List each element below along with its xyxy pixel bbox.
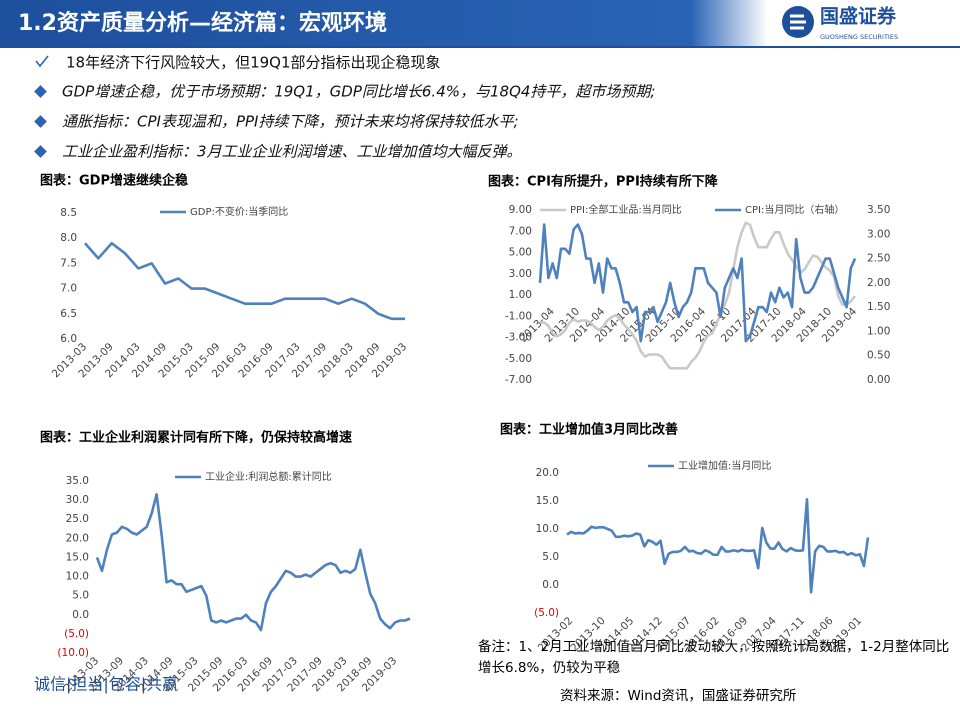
y-tick-label: 7.0 [60, 283, 77, 295]
logo-sub: GUOSHENG SECURITIES [820, 33, 898, 41]
y2-tick-label: 0.50 [867, 350, 890, 362]
data-line [95, 493, 411, 632]
y-tick-label: 7.00 [509, 225, 532, 237]
y-tick-label: (5.0) [64, 628, 89, 640]
logo-icon [782, 6, 814, 38]
legend-label: GDP:不变价:当季同比 [190, 205, 288, 218]
diamond-icon [34, 115, 47, 128]
legend-label: CPI:当月同比（右轴） [745, 203, 844, 216]
logo-name: 国盛证券 [820, 5, 897, 28]
chart-caption: 图表：CPI有所提升，PPI持续有所下降 [488, 174, 719, 190]
y2-tick-label: 2.50 [867, 253, 890, 265]
y2-tick-label: 1.00 [867, 325, 890, 337]
data-line [84, 241, 405, 321]
y2-tick-label: 2.00 [867, 277, 890, 289]
y-tick-label: 6.5 [60, 308, 77, 320]
y-tick-label: 20.0 [536, 467, 559, 479]
diamond-icon [34, 145, 47, 158]
legend-label: 工业增加值:当月同比 [678, 459, 771, 472]
data-line [538, 223, 857, 343]
y-tick-label: 1.00 [509, 289, 532, 301]
y-tick-label: 3.00 [509, 268, 532, 280]
y-tick-label: 5.0 [72, 590, 89, 602]
y-tick-label: -3.00 [505, 332, 532, 344]
bullet-text: 工业企业盈利指标：3月工业企业利润增速、工业增加值均大幅反弹。 [62, 143, 522, 161]
legend-label: PPI:全部工业品:当月同比 [570, 203, 682, 216]
bullet-text: 通胀指标：CPI表现温和，PPI持续下降，预计未来均将保持较低水平; [62, 113, 519, 131]
y2-tick-label: 0.00 [867, 374, 890, 386]
slogan: 诚信|担当|包容|共赢 [34, 675, 178, 694]
y-tick-label: 0.0 [72, 609, 89, 621]
y-tick-label: -7.00 [505, 374, 532, 386]
data-line [566, 498, 870, 594]
y-tick-label: 5.00 [509, 247, 532, 259]
y-tick-label: 15.0 [536, 495, 559, 507]
y-tick-label: 30.0 [66, 494, 89, 506]
y-tick-label: -1.00 [505, 310, 532, 322]
y-tick-label: 7.5 [60, 257, 77, 269]
y-tick-label: (5.0) [534, 607, 559, 619]
y-tick-label: 6.0 [60, 333, 77, 345]
legend-label: 工业企业:利润总额:累计同比 [205, 470, 332, 483]
y2-tick-label: 1.50 [867, 301, 890, 313]
y-tick-label: (10.0) [57, 647, 89, 659]
bullet-text: GDP增速企稳，优于市场预期：19Q1，GDP同比增长6.4%，与18Q4持平，… [62, 83, 655, 101]
source: 资料来源：Wind资讯，国盛证券研究所 [560, 688, 796, 704]
diamond-icon [34, 85, 47, 98]
y-tick-label: 25.0 [66, 513, 89, 525]
y-tick-label: -5.00 [505, 353, 532, 365]
y2-tick-label: 3.50 [867, 204, 890, 216]
y-tick-label: 10.0 [66, 571, 89, 583]
check-icon [35, 55, 49, 68]
y-tick-label: 8.5 [60, 207, 77, 219]
y-tick-label: 5.0 [542, 551, 559, 563]
header-rule [0, 46, 960, 48]
header-title: 1.2资产质量分析—经济篇：宏观环境 [18, 10, 387, 36]
chart-caption: 图表：工业企业利润累计同有所下降，仍保持较高增速 [40, 430, 352, 446]
y-tick-label: 0.0 [542, 579, 559, 591]
y2-tick-label: 3.00 [867, 228, 890, 240]
y-tick-label: 10.0 [536, 523, 559, 535]
note: 备注：1、2月工业增加值当月同比波动较大，按照统计局数据，1-2月整体同比增长6… [478, 639, 950, 676]
data-line [540, 221, 857, 370]
bullet-text: 18年经济下行风险较大，但19Q1部分指标出现企稳现象 [66, 54, 441, 72]
y-tick-label: 35.0 [66, 475, 89, 487]
y-tick-label: 20.0 [66, 532, 89, 544]
y-tick-label: 15.0 [66, 551, 89, 563]
y-tick-label: 9.00 [509, 204, 532, 216]
y-tick-label: 8.0 [60, 232, 77, 244]
chart-caption: 图表：工业增加值3月同比改善 [500, 422, 678, 438]
chart-caption: 图表：GDP增速继续企稳 [40, 173, 188, 189]
